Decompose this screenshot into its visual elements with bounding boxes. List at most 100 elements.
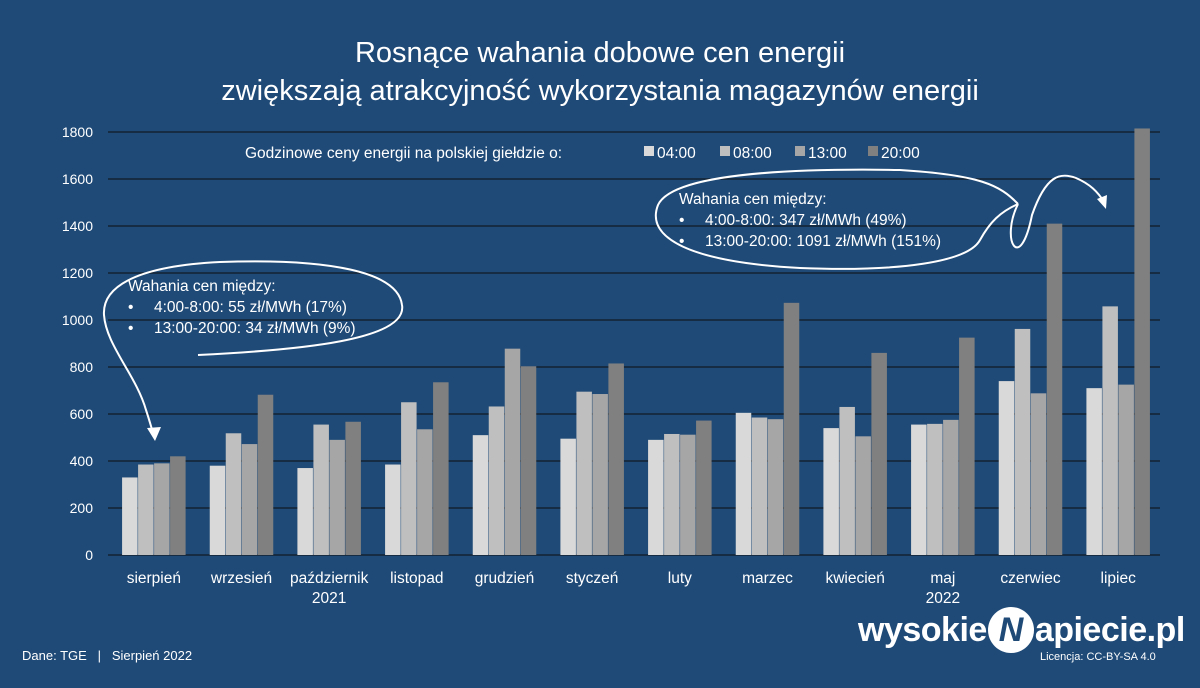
bar [911, 424, 927, 555]
y-tick-label: 0 [85, 547, 93, 563]
logo-text-left: wysokie [858, 610, 987, 649]
bar [680, 434, 696, 555]
category-label: kwiecień [825, 570, 884, 587]
bar [696, 420, 712, 555]
bar [1102, 306, 1118, 555]
bar [664, 433, 680, 555]
grid-lines [108, 131, 1160, 556]
bar [154, 463, 170, 555]
bar [735, 412, 752, 555]
category-label: grudzień [475, 570, 534, 587]
footer-license: Licencja: CC-BY-SA 4.0 [1040, 651, 1156, 663]
category-label: lipiec [1101, 570, 1137, 587]
annotation-loop-right [654, 168, 1019, 270]
y-tick-label: 400 [70, 453, 94, 469]
bar [1118, 384, 1134, 555]
bar [871, 352, 887, 555]
bar [1086, 388, 1102, 555]
annotation-line: 4:00-8:00: 347 zł/MWh (49%) [705, 212, 907, 229]
bar [839, 406, 855, 555]
category-label: styczeń [566, 570, 619, 587]
legend-label: 13:00 [808, 145, 847, 162]
y-axis-ticks: 0 200 400 600 800 1000 1200 1400 1600 1800 [62, 124, 93, 563]
logo-text-right: apiecie.pl [1034, 610, 1185, 649]
chart-title-line-2: zwiększają atrakcyjność wykorzystania ma… [221, 75, 979, 107]
annotations: Wahania cen między: • 4:00-8:00: 55 zł/MWh… [102, 168, 1107, 441]
bar [417, 429, 433, 555]
y-tick-label: 1400 [62, 218, 93, 234]
bar [751, 417, 768, 555]
bar [122, 477, 138, 555]
bar [345, 421, 361, 555]
legend-title: Godzinowe ceny energii na polskiej giełd… [245, 145, 562, 162]
bar [648, 439, 664, 555]
bullet-icon: • [679, 233, 684, 250]
bar [138, 464, 154, 555]
category-label: 2021 [312, 590, 346, 607]
legend-swatch [868, 146, 878, 156]
legend-label: 04:00 [657, 145, 696, 162]
category-label: maj [930, 570, 955, 587]
annotation-title: Wahania cen między: [128, 278, 276, 295]
legend-swatch [795, 146, 805, 156]
logo-n-icon: N [987, 607, 1034, 653]
bar [592, 394, 608, 555]
y-tick-label: 1800 [62, 124, 93, 140]
bar [783, 302, 800, 555]
chart-title-line-1: Rosnące wahania dobowe cen energii [354, 37, 846, 69]
bar [433, 382, 449, 555]
bar [297, 468, 313, 555]
category-label: czerwiec [1000, 570, 1061, 587]
bar [170, 456, 186, 555]
category-label: marzec [742, 570, 793, 587]
y-tick-label: 1600 [62, 171, 93, 187]
legend: Godzinowe ceny energii na polskiej giełd… [245, 145, 920, 162]
annotation-arrow-right [1009, 174, 1105, 249]
bar [401, 402, 417, 555]
bar [927, 423, 943, 555]
bar [608, 363, 624, 555]
category-label: wrzesień [210, 570, 272, 587]
y-tick-label: 1000 [62, 312, 93, 328]
bullet-icon: • [128, 320, 133, 337]
bar [998, 381, 1015, 555]
bar [488, 406, 505, 555]
y-tick-label: 600 [70, 406, 94, 422]
bar [1030, 393, 1047, 555]
legend-label: 20:00 [881, 145, 920, 162]
annotation-line: 4:00-8:00: 55 zł/MWh (17%) [154, 299, 347, 316]
annotation-line: 13:00-20:00: 34 zł/MWh (9%) [154, 320, 356, 337]
bar [520, 366, 537, 555]
bars [122, 128, 1150, 555]
legend-swatch [720, 146, 730, 156]
bar [560, 438, 576, 555]
arrow-head-icon [147, 427, 161, 441]
chart-title: Rosnące wahania dobowe cen energii zwięk… [0, 34, 1200, 110]
bar [225, 433, 242, 555]
arrow-head-icon [1097, 195, 1107, 209]
bullet-icon: • [679, 212, 684, 229]
legend-label: 08:00 [733, 145, 772, 162]
logo[interactable]: wysokie N apiecie.pl [858, 606, 1185, 654]
bullet-icon: • [128, 299, 133, 316]
annotation-line: 13:00-20:00: 1091 zł/MWh (151%) [705, 233, 941, 250]
category-label: październik [290, 570, 369, 587]
bar [1134, 128, 1150, 555]
bar [823, 428, 839, 555]
bar [313, 424, 329, 555]
bar [767, 419, 784, 555]
bar [959, 337, 975, 555]
bar [385, 464, 401, 555]
bar [576, 391, 592, 555]
footer-source: Dane: TGE | Sierpień 2022 [22, 648, 193, 663]
y-tick-label: 200 [70, 500, 94, 516]
category-label: 2022 [926, 590, 960, 607]
bar [257, 394, 274, 555]
bar [855, 436, 871, 555]
category-label: sierpień [127, 570, 181, 587]
category-label: listopad [390, 570, 443, 587]
bar [241, 444, 258, 555]
bar [1046, 223, 1063, 555]
x-axis-categories: sierpień wrzesień październik 2021 listopad g… [127, 570, 1136, 607]
